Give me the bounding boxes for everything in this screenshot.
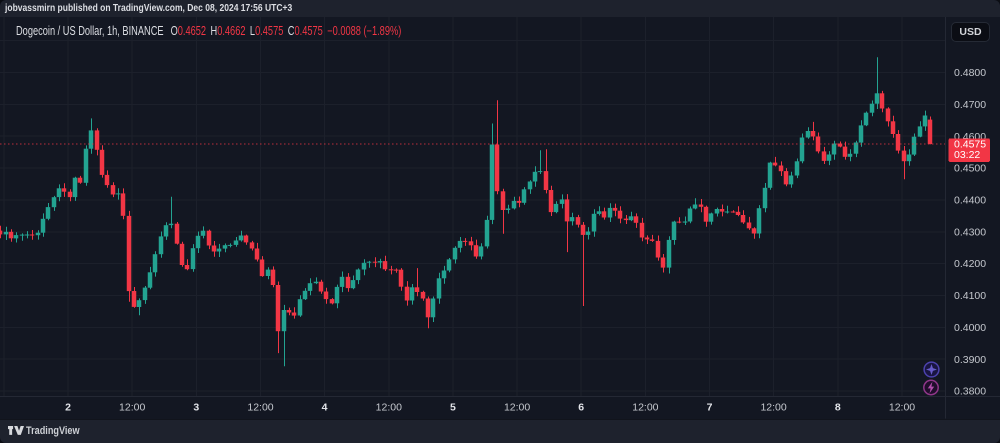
svg-text:12:00: 12:00 [119,402,145,414]
svg-text:12:00: 12:00 [760,402,786,414]
svg-text:12:00: 12:00 [632,402,658,414]
svg-text:0.4575: 0.4575 [954,139,986,151]
svg-text:8: 8 [835,402,841,414]
svg-text:0.4500: 0.4500 [954,163,986,175]
svg-text:03:22: 03:22 [954,149,980,161]
svg-text:6: 6 [578,402,584,414]
svg-text:5: 5 [450,402,456,414]
svg-text:3: 3 [193,402,199,414]
svg-text:7: 7 [707,402,713,414]
svg-text:12:00: 12:00 [504,402,530,414]
svg-text:0.4800: 0.4800 [954,67,986,79]
svg-text:0.4200: 0.4200 [954,258,986,270]
svg-text:0.3800: 0.3800 [954,386,986,398]
svg-text:12:00: 12:00 [889,402,915,414]
svg-text:0.3900: 0.3900 [954,354,986,366]
svg-text:12:00: 12:00 [247,402,273,414]
svg-text:4: 4 [322,402,328,414]
svg-text:0.4700: 0.4700 [954,99,986,111]
svg-text:12:00: 12:00 [376,402,402,414]
svg-text:0.4000: 0.4000 [954,322,986,334]
svg-text:0.4100: 0.4100 [954,290,986,302]
svg-text:0.4400: 0.4400 [954,195,986,207]
svg-text:0.4300: 0.4300 [954,226,986,238]
svg-text:2: 2 [65,402,71,414]
